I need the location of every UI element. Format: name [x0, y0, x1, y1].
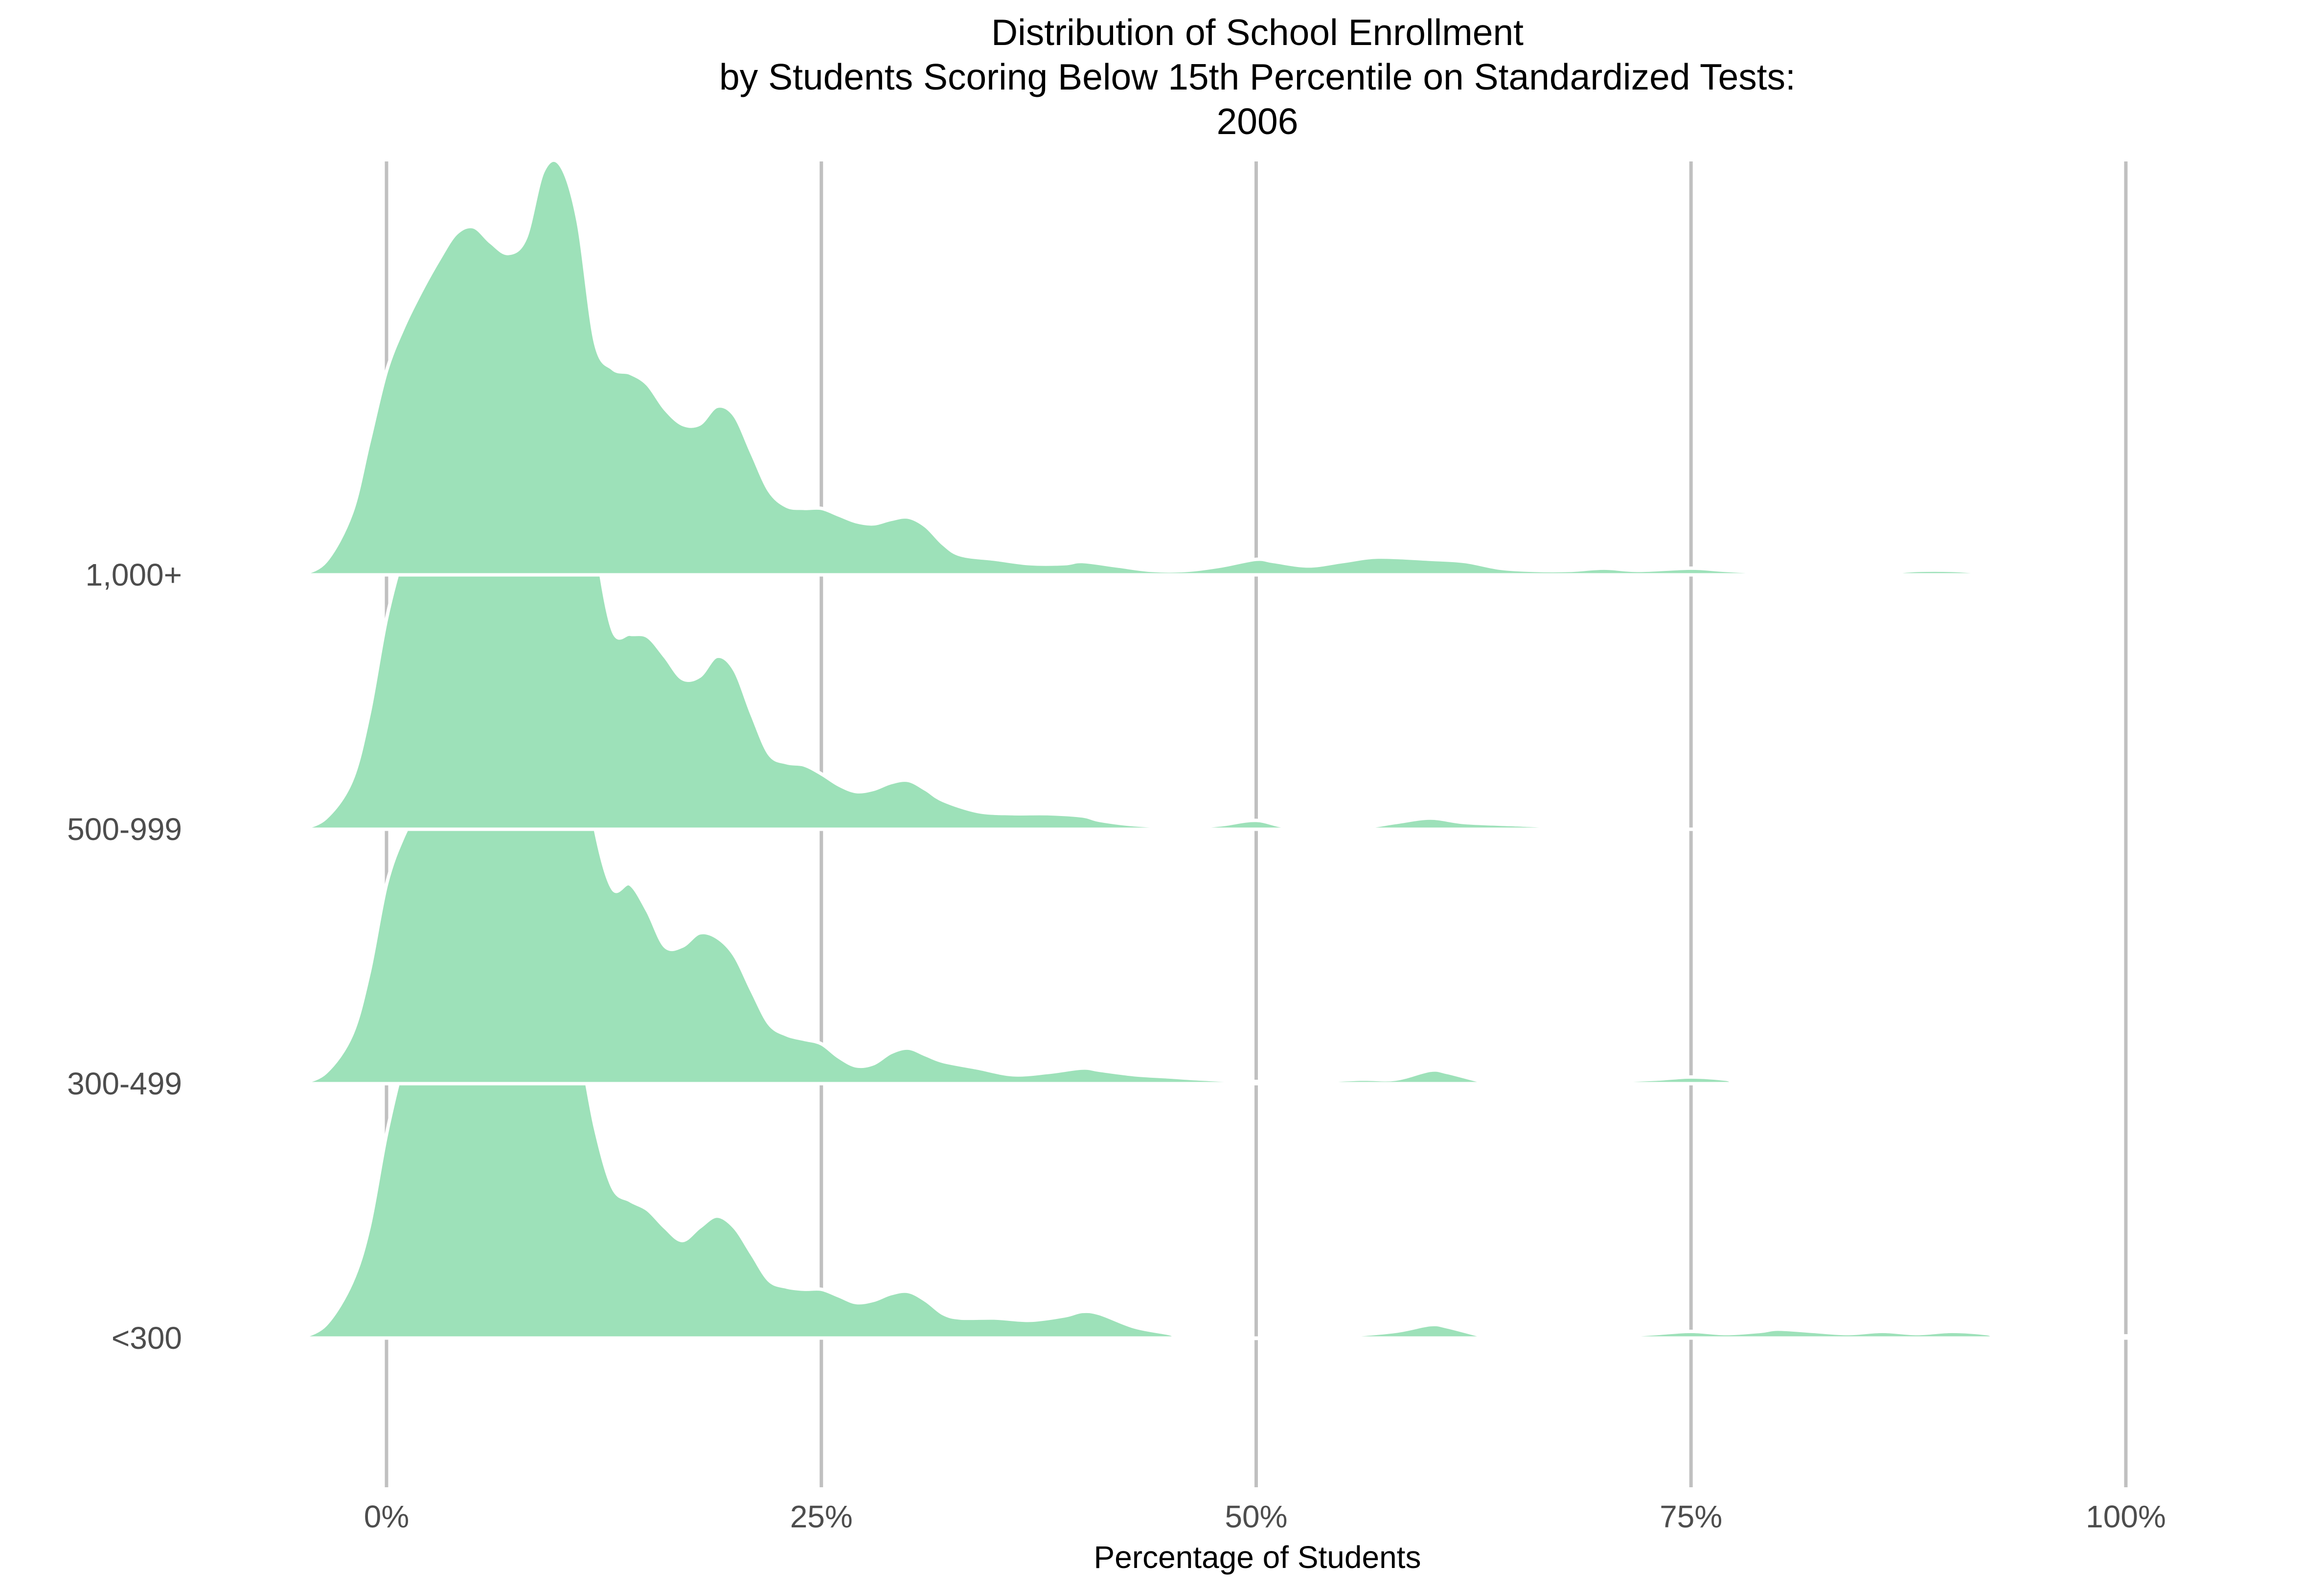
title-line-3: 2006 [1217, 101, 1299, 142]
y-axis-labels: <300 300-499 500-999 1,000+ [67, 557, 182, 1356]
ridge-1,000+ [297, 158, 2006, 577]
x-tick-label: 25% [790, 1499, 853, 1534]
y-tick-label: 500-999 [67, 812, 182, 847]
title-line-2: by Students Scoring Below 15th Percentil… [719, 56, 1796, 97]
x-tick-label: 50% [1225, 1499, 1287, 1534]
x-tick-label: 75% [1660, 1499, 1722, 1534]
y-tick-label: 1,000+ [85, 557, 182, 592]
chart-title: Distribution of School Enrollment by Stu… [719, 12, 1796, 142]
y-tick-label: <300 [112, 1320, 182, 1356]
x-tick-label: 0% [364, 1499, 410, 1534]
title-line-1: Distribution of School Enrollment [991, 12, 1524, 53]
y-tick-label: 300-499 [67, 1066, 182, 1101]
x-tick-label: 100% [2086, 1499, 2166, 1534]
x-axis-tick-labels: 0% 25% 50% 75% 100% [364, 1499, 2166, 1534]
ridges [297, 158, 2163, 1340]
x-axis-title: Percentage of Students [1094, 1540, 1421, 1575]
